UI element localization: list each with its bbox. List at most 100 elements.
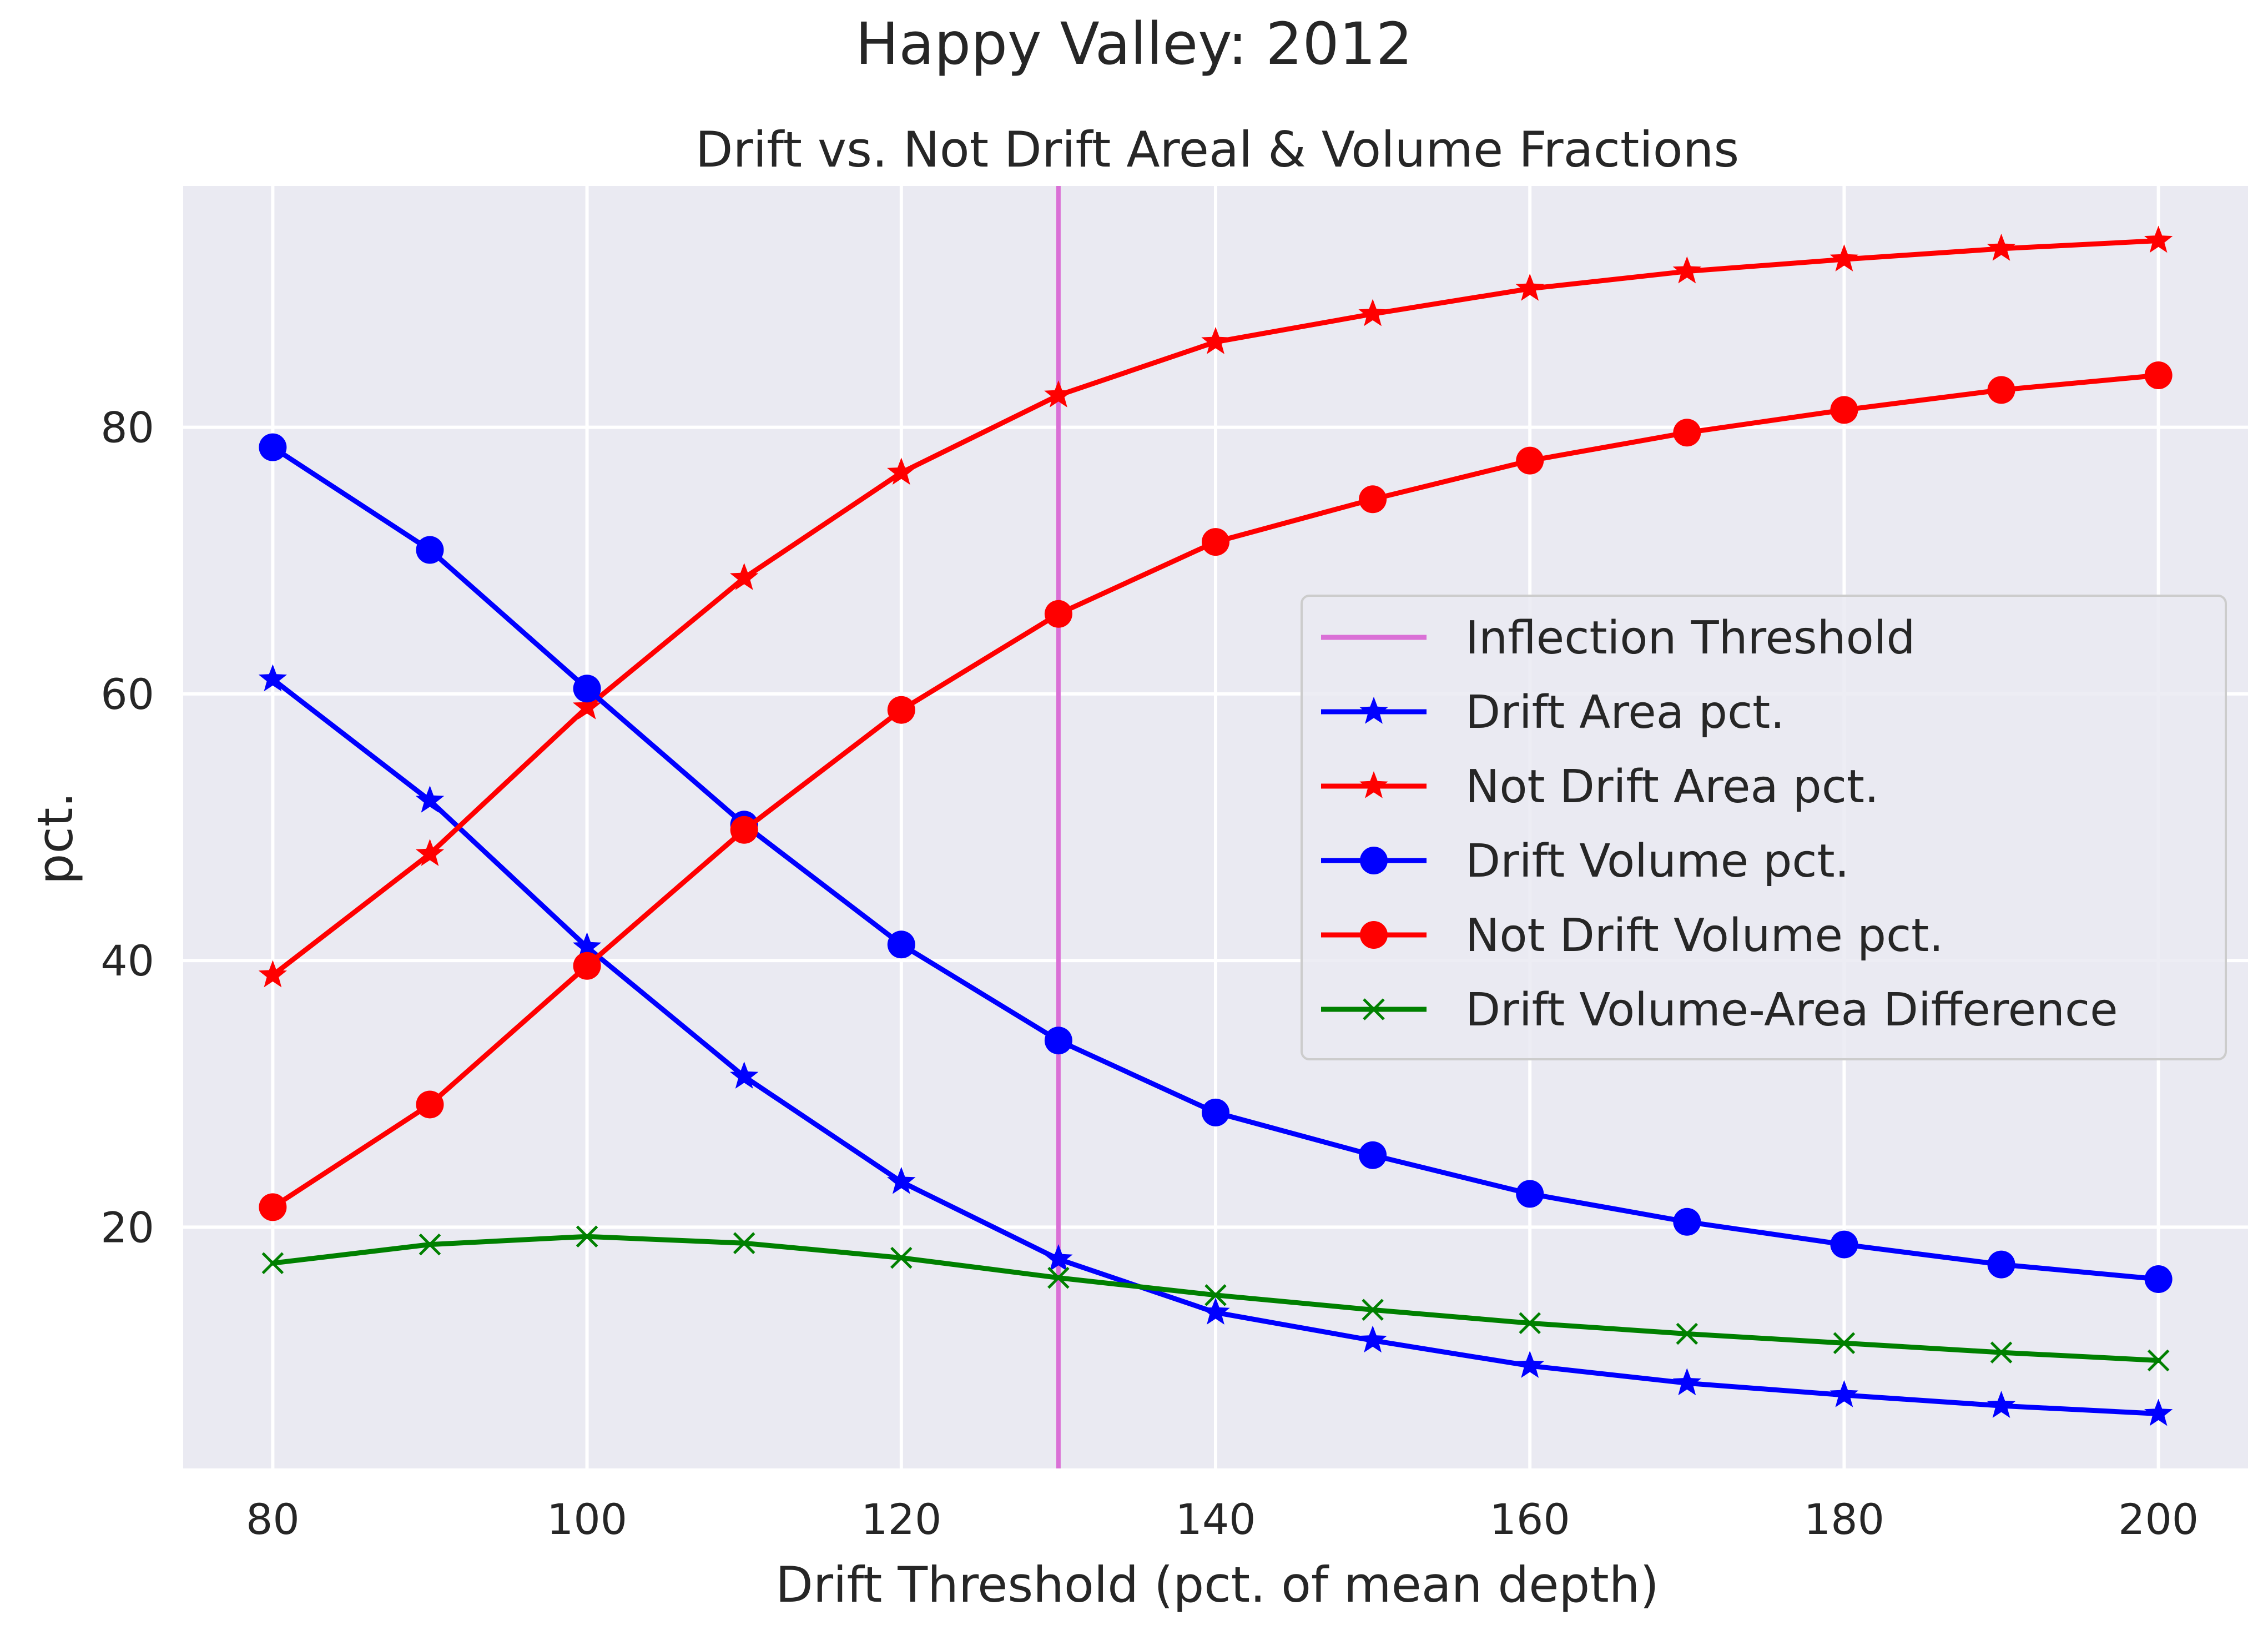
- data-point: [1362, 1299, 1384, 1321]
- data-point: [2147, 1349, 2170, 1372]
- data-point: [887, 457, 916, 485]
- data-point: [890, 1246, 913, 1269]
- legend-entry-label: Not Drift Volume pct.: [1465, 909, 1943, 962]
- legend-marker: [1359, 697, 1388, 724]
- series-group: [261, 1225, 2170, 1372]
- data-point: [1987, 1250, 2015, 1279]
- series-group: [258, 225, 2173, 988]
- data-point: [259, 1193, 287, 1221]
- legend-entry-label: Inflection Threshold: [1465, 612, 1916, 665]
- x-axis-label: Drift Threshold (pct. of mean depth): [775, 1556, 1659, 1613]
- x-tick-label: 160: [1490, 1495, 1570, 1544]
- legend-entry-label: Drift Area pct.: [1465, 686, 1785, 739]
- y-tick-label: 40: [100, 936, 154, 985]
- legend-frame: [1301, 595, 2227, 1060]
- legend-marker: [1359, 771, 1388, 798]
- data-point: [258, 664, 287, 692]
- data-point: [1833, 1332, 1856, 1355]
- data-point: [1047, 1266, 1070, 1289]
- data-point: [416, 1090, 444, 1119]
- data-point: [576, 1225, 598, 1247]
- data-point: [1987, 1391, 2016, 1418]
- series-layer: [258, 225, 2173, 1426]
- data-point: [1990, 1341, 2013, 1364]
- data-point: [1201, 326, 1230, 354]
- data-point: [730, 563, 759, 590]
- data-point: [2144, 1265, 2173, 1294]
- legend-entry-label: Drift Volume pct.: [1465, 835, 1849, 888]
- data-point: [259, 433, 287, 461]
- series-group: [259, 433, 2173, 1294]
- legend-entry-label: Not Drift Area pct.: [1465, 761, 1879, 813]
- data-point: [1672, 256, 1701, 284]
- data-point: [730, 1061, 759, 1089]
- data-point: [1204, 1284, 1227, 1306]
- data-point: [1515, 1351, 1544, 1378]
- data-point: [1202, 528, 1229, 556]
- data-point: [1516, 446, 1544, 475]
- y-axis-label: pct.: [27, 792, 84, 885]
- data-point: [1829, 1380, 1859, 1407]
- x-tick-label: 200: [2118, 1495, 2199, 1544]
- data-point: [1358, 299, 1387, 326]
- data-point: [1044, 380, 1073, 407]
- legend-marker: [1360, 921, 1388, 949]
- data-point: [887, 1166, 916, 1194]
- data-point: [1676, 1322, 1699, 1345]
- data-point: [415, 839, 445, 866]
- data-point: [1519, 1312, 1541, 1335]
- data-point: [1830, 396, 1858, 424]
- data-point: [416, 536, 444, 564]
- data-point: [2144, 225, 2173, 253]
- data-point: [1515, 273, 1544, 301]
- data-point: [1359, 485, 1387, 514]
- data-point: [1673, 419, 1701, 447]
- data-point: [1359, 1141, 1387, 1169]
- data-point: [261, 1252, 284, 1274]
- chart-title: Drift vs. Not Drift Areal & Volume Fract…: [695, 121, 1740, 178]
- data-point: [415, 786, 445, 813]
- data-point: [1202, 1098, 1229, 1126]
- data-point: [2144, 1398, 2173, 1426]
- tick-labels: 80 100 120 140 160 180 200 20 40 60 80: [100, 403, 2199, 1544]
- data-point: [1044, 600, 1072, 628]
- y-tick-label: 20: [100, 1203, 154, 1252]
- series-group: [258, 664, 2173, 1426]
- data-point: [1829, 244, 1859, 271]
- data-point: [1672, 1368, 1701, 1396]
- data-point: [573, 952, 601, 980]
- data-point: [1987, 233, 2016, 261]
- data-point: [1987, 376, 2015, 404]
- data-point: [1044, 1244, 1073, 1271]
- series-group: [259, 361, 2173, 1221]
- x-tick-label: 80: [246, 1495, 300, 1544]
- legend-marker: [1363, 998, 1385, 1020]
- x-tick-label: 120: [861, 1495, 941, 1544]
- data-point: [2144, 361, 2173, 389]
- data-point: [573, 675, 601, 703]
- data-point: [1044, 1027, 1072, 1055]
- y-tick-label: 60: [100, 670, 154, 719]
- data-point: [733, 1232, 755, 1254]
- legend: Inflection Threshold Drift Area pct. Not D…: [1301, 595, 2227, 1060]
- data-point: [730, 816, 758, 844]
- data-point: [1201, 1297, 1230, 1325]
- data-point: [1516, 1180, 1544, 1208]
- data-point: [887, 930, 915, 959]
- x-tick-label: 140: [1175, 1495, 1256, 1544]
- data-point: [258, 960, 287, 988]
- data-point: [1673, 1208, 1701, 1236]
- data-point: [1830, 1230, 1858, 1259]
- x-tick-label: 100: [547, 1495, 627, 1544]
- data-point: [887, 696, 915, 724]
- chart-suptitle: Happy Valley: 2012: [855, 10, 1413, 78]
- data-point: [1358, 1325, 1387, 1353]
- data-point: [572, 932, 602, 959]
- legend-marker: [1360, 847, 1388, 874]
- legend-entry-label: Drift Volume-Area Difference: [1465, 984, 2118, 1037]
- y-tick-label: 80: [100, 403, 154, 452]
- data-point: [572, 692, 602, 720]
- x-tick-label: 180: [1804, 1495, 1884, 1544]
- data-point: [419, 1233, 441, 1256]
